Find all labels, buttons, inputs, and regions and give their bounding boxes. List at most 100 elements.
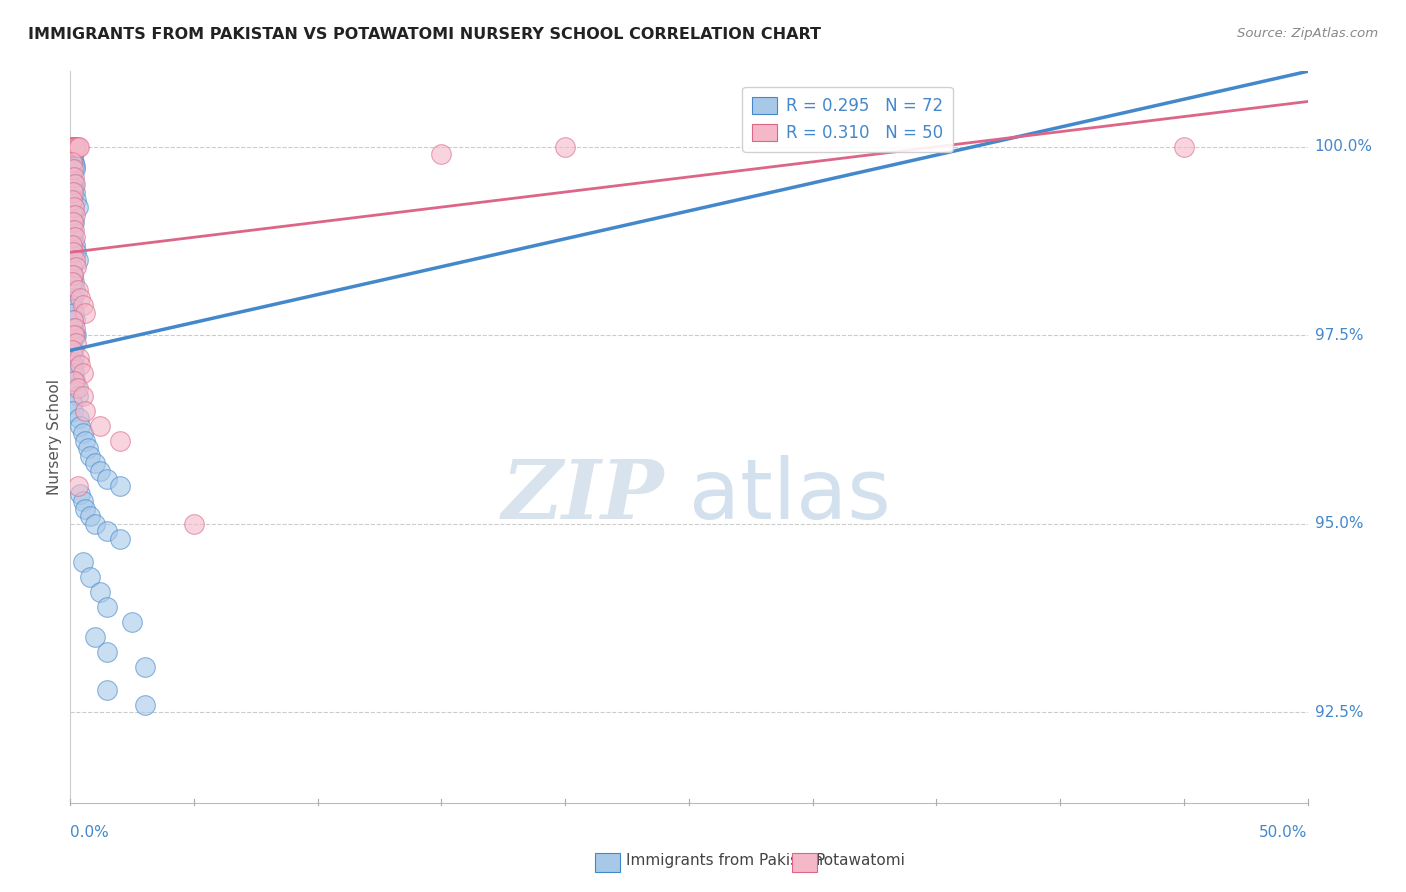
Point xyxy=(96,599,118,614)
Point xyxy=(84,630,107,644)
Point xyxy=(62,208,84,222)
Point xyxy=(60,396,83,410)
Point xyxy=(65,328,87,343)
Point xyxy=(69,486,91,500)
Point xyxy=(66,252,89,267)
Point xyxy=(63,328,86,343)
Point xyxy=(60,335,83,350)
Point xyxy=(60,354,83,368)
Point xyxy=(108,479,131,493)
Point xyxy=(60,343,83,358)
Point xyxy=(108,434,131,448)
Point xyxy=(65,313,87,327)
Point xyxy=(96,645,118,659)
Point xyxy=(89,418,111,433)
Point xyxy=(63,237,86,252)
Text: ZIP: ZIP xyxy=(502,456,664,535)
Point xyxy=(66,389,89,403)
Point xyxy=(89,464,111,478)
Point xyxy=(62,181,84,195)
Point xyxy=(76,442,98,456)
Point xyxy=(63,140,86,154)
Point xyxy=(63,223,86,237)
Point xyxy=(60,140,83,154)
Point xyxy=(62,359,84,373)
Point xyxy=(1173,140,1195,154)
Point xyxy=(66,479,89,493)
Point xyxy=(84,516,107,531)
Point xyxy=(65,185,87,199)
Point xyxy=(69,418,91,433)
Point xyxy=(62,268,84,282)
Y-axis label: Nursery School: Nursery School xyxy=(46,379,62,495)
Point xyxy=(63,200,86,214)
Point xyxy=(62,147,84,161)
Point xyxy=(63,154,86,169)
Point xyxy=(69,359,91,373)
Point xyxy=(75,403,97,417)
Point xyxy=(60,140,83,154)
Point xyxy=(63,306,86,320)
Point xyxy=(62,140,84,154)
Point xyxy=(96,471,118,485)
Point xyxy=(60,147,83,161)
Point xyxy=(62,320,84,334)
Point xyxy=(65,178,87,192)
Point xyxy=(62,403,84,417)
Point xyxy=(66,140,89,154)
Text: Immigrants from Pakistan: Immigrants from Pakistan xyxy=(626,854,823,868)
Point xyxy=(63,374,86,388)
Point xyxy=(65,193,87,207)
Text: 97.5%: 97.5% xyxy=(1315,327,1362,343)
Point xyxy=(134,698,156,712)
Point xyxy=(65,283,87,297)
Legend: R = 0.295   N = 72, R = 0.310   N = 50: R = 0.295 N = 72, R = 0.310 N = 50 xyxy=(742,87,953,152)
Point xyxy=(62,215,84,229)
Point xyxy=(62,313,84,327)
Point xyxy=(60,276,83,290)
Point xyxy=(65,335,87,350)
Point xyxy=(121,615,143,629)
Point xyxy=(65,260,87,275)
Point xyxy=(66,283,89,297)
Point xyxy=(62,162,84,177)
Point xyxy=(79,569,101,583)
Point xyxy=(63,215,86,229)
Text: Potawatomi: Potawatomi xyxy=(815,854,905,868)
Point xyxy=(65,381,87,395)
Point xyxy=(63,328,86,343)
Point xyxy=(62,151,84,165)
Point xyxy=(62,268,84,282)
Point xyxy=(67,411,90,425)
Text: IMMIGRANTS FROM PAKISTAN VS POTAWATOMI NURSERY SCHOOL CORRELATION CHART: IMMIGRANTS FROM PAKISTAN VS POTAWATOMI N… xyxy=(28,27,821,42)
Point xyxy=(63,169,86,184)
Point xyxy=(65,245,87,260)
Point xyxy=(62,140,84,154)
Point xyxy=(72,494,94,508)
Point xyxy=(63,178,86,192)
Point xyxy=(66,200,89,214)
Point xyxy=(75,501,97,516)
Text: 95.0%: 95.0% xyxy=(1315,516,1362,532)
Point xyxy=(65,162,87,177)
Point xyxy=(62,185,84,199)
Point xyxy=(62,174,84,188)
Point xyxy=(63,159,86,173)
Point xyxy=(62,230,84,244)
Point xyxy=(430,147,453,161)
Point xyxy=(65,208,87,222)
Point xyxy=(96,682,118,697)
Text: 100.0%: 100.0% xyxy=(1315,139,1372,154)
Point xyxy=(60,237,83,252)
Text: Source: ZipAtlas.com: Source: ZipAtlas.com xyxy=(1237,27,1378,40)
Point xyxy=(75,306,97,320)
Point xyxy=(60,260,83,275)
Point xyxy=(65,320,87,334)
Text: atlas: atlas xyxy=(689,455,890,536)
Point xyxy=(96,524,118,539)
Point xyxy=(79,449,101,463)
Point xyxy=(67,351,90,365)
Point xyxy=(108,532,131,546)
Point xyxy=(72,298,94,312)
Point xyxy=(79,509,101,524)
